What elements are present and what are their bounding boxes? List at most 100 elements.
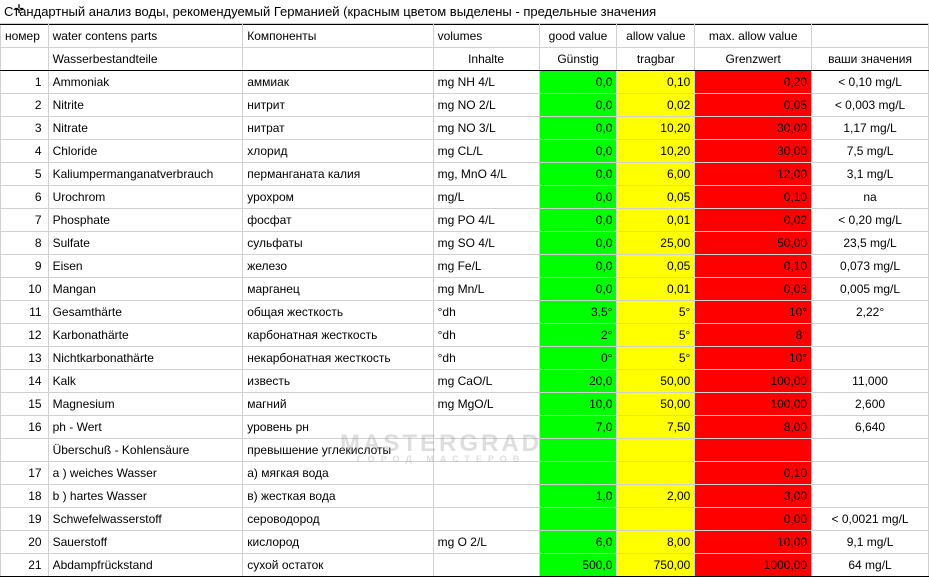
cell-good[interactable]: 0,0 [539, 209, 617, 232]
cell-num[interactable]: 6 [1, 186, 49, 209]
cell-max[interactable]: 0,20 [695, 71, 812, 94]
cell-num[interactable]: 16 [1, 416, 49, 439]
cell-num[interactable]: 9 [1, 255, 49, 278]
cell-max[interactable]: 3,00 [695, 485, 812, 508]
cell-user[interactable]: < 0,0021 mg/L [812, 508, 929, 531]
cell-ru[interactable]: общая жесткость [243, 301, 433, 324]
cell-user[interactable]: 3,1 mg/L [812, 163, 929, 186]
cell-de[interactable]: Chloride [48, 140, 243, 163]
cell-ru[interactable]: хлорид [243, 140, 433, 163]
cell-max[interactable]: 0,10 [695, 462, 812, 485]
cell-num[interactable]: 8 [1, 232, 49, 255]
cell-user[interactable]: 64 mg/L [812, 554, 929, 577]
cell-allow[interactable]: 5° [617, 324, 695, 347]
cell-max[interactable]: 0,03 [695, 278, 812, 301]
cell-user[interactable]: < 0,10 mg/L [812, 71, 929, 94]
cell-max[interactable]: 10° [695, 301, 812, 324]
cell-num[interactable]: 21 [1, 554, 49, 577]
cell-de[interactable]: Karbonathärte [48, 324, 243, 347]
cell-ru[interactable]: сухой остаток [243, 554, 433, 577]
cell-allow[interactable]: 8,00 [617, 531, 695, 554]
cell-unit[interactable]: mg NO 2/L [433, 94, 539, 117]
cell-allow[interactable] [617, 508, 695, 531]
cell-good[interactable]: 10,0 [539, 393, 617, 416]
cell-allow[interactable]: 2,00 [617, 485, 695, 508]
cell-allow[interactable]: 5° [617, 347, 695, 370]
cell-max[interactable]: 10,00 [695, 531, 812, 554]
cell-de[interactable]: b ) hartes Wasser [48, 485, 243, 508]
cell-num[interactable]: 10 [1, 278, 49, 301]
cell-user[interactable]: 23,5 mg/L [812, 232, 929, 255]
cell-good[interactable]: 20,0 [539, 370, 617, 393]
cell-de[interactable]: Überschuß - Kohlensäure [48, 439, 243, 462]
cell-max[interactable]: 100,00 [695, 393, 812, 416]
cell-user[interactable] [812, 462, 929, 485]
cell-de[interactable]: Gesamthärte [48, 301, 243, 324]
cell-good[interactable]: 0,0 [539, 186, 617, 209]
cell-allow[interactable]: 5° [617, 301, 695, 324]
cell-de[interactable]: Schwefelwasserstoff [48, 508, 243, 531]
cell-de[interactable]: Nichtkarbonathärte [48, 347, 243, 370]
cell-good[interactable]: 0,0 [539, 94, 617, 117]
cell-allow[interactable]: 0,05 [617, 255, 695, 278]
cell-de[interactable]: Abdampfrückstand [48, 554, 243, 577]
cell-max[interactable]: 50,00 [695, 232, 812, 255]
cell-max[interactable]: 0,00 [695, 508, 812, 531]
cell-unit[interactable]: mg CL/L [433, 140, 539, 163]
cell-num[interactable]: 13 [1, 347, 49, 370]
cell-ru[interactable]: превышение углекислоты [243, 439, 433, 462]
cell-num[interactable]: 14 [1, 370, 49, 393]
cell-good[interactable]: 3,5° [539, 301, 617, 324]
cell-good[interactable]: 0,0 [539, 140, 617, 163]
cell-good[interactable]: 0,0 [539, 163, 617, 186]
cell-max[interactable]: 0,10 [695, 186, 812, 209]
cell-max[interactable]: 1000,00 [695, 554, 812, 577]
cell-user[interactable]: 11,000 [812, 370, 929, 393]
cell-allow[interactable]: 0,05 [617, 186, 695, 209]
cell-num[interactable]: 7 [1, 209, 49, 232]
cell-unit[interactable]: mg/L [433, 186, 539, 209]
cell-de[interactable]: Phosphate [48, 209, 243, 232]
cell-de[interactable]: a ) weiches Wasser [48, 462, 243, 485]
cell-unit[interactable] [433, 416, 539, 439]
cell-good[interactable]: 6,0 [539, 531, 617, 554]
cell-user[interactable] [812, 347, 929, 370]
cell-allow[interactable]: 10,20 [617, 140, 695, 163]
cell-unit[interactable]: °dh [433, 324, 539, 347]
cell-unit[interactable] [433, 554, 539, 577]
cell-unit[interactable]: °dh [433, 301, 539, 324]
cell-good[interactable] [539, 508, 617, 531]
cell-good[interactable]: 0,0 [539, 232, 617, 255]
cell-ru[interactable]: сульфаты [243, 232, 433, 255]
cell-ru[interactable]: фосфат [243, 209, 433, 232]
cell-user[interactable]: 1,17 mg/L [812, 117, 929, 140]
cell-ru[interactable]: сероводород [243, 508, 433, 531]
cell-allow[interactable]: 50,00 [617, 370, 695, 393]
cell-unit[interactable] [433, 485, 539, 508]
cell-user[interactable]: na [812, 186, 929, 209]
cell-de[interactable]: Kaliumpermanganatverbrauch [48, 163, 243, 186]
cell-unit[interactable] [433, 508, 539, 531]
cell-num[interactable]: 3 [1, 117, 49, 140]
cell-ru[interactable]: магний [243, 393, 433, 416]
cell-allow[interactable] [617, 439, 695, 462]
cell-good[interactable] [539, 462, 617, 485]
cell-unit[interactable]: mg NO 3/L [433, 117, 539, 140]
cell-max[interactable]: 12,00 [695, 163, 812, 186]
cell-ru[interactable]: уровень рн [243, 416, 433, 439]
cell-good[interactable]: 0,0 [539, 117, 617, 140]
cell-num[interactable]: 18 [1, 485, 49, 508]
cell-num[interactable]: 19 [1, 508, 49, 531]
cell-unit[interactable] [433, 462, 539, 485]
cell-ru[interactable]: в) жесткая вода [243, 485, 433, 508]
cell-max[interactable]: 0,05 [695, 94, 812, 117]
cell-user[interactable] [812, 485, 929, 508]
cell-unit[interactable]: mg, MnO 4/L [433, 163, 539, 186]
cell-max[interactable]: 0,10 [695, 255, 812, 278]
cell-user[interactable]: < 0,003 mg/L [812, 94, 929, 117]
cell-ru[interactable]: кислород [243, 531, 433, 554]
cell-ru[interactable]: а) мягкая вода [243, 462, 433, 485]
cell-user[interactable]: 2,22° [812, 301, 929, 324]
cell-de[interactable]: Sulfate [48, 232, 243, 255]
cell-user[interactable]: 2,600 [812, 393, 929, 416]
